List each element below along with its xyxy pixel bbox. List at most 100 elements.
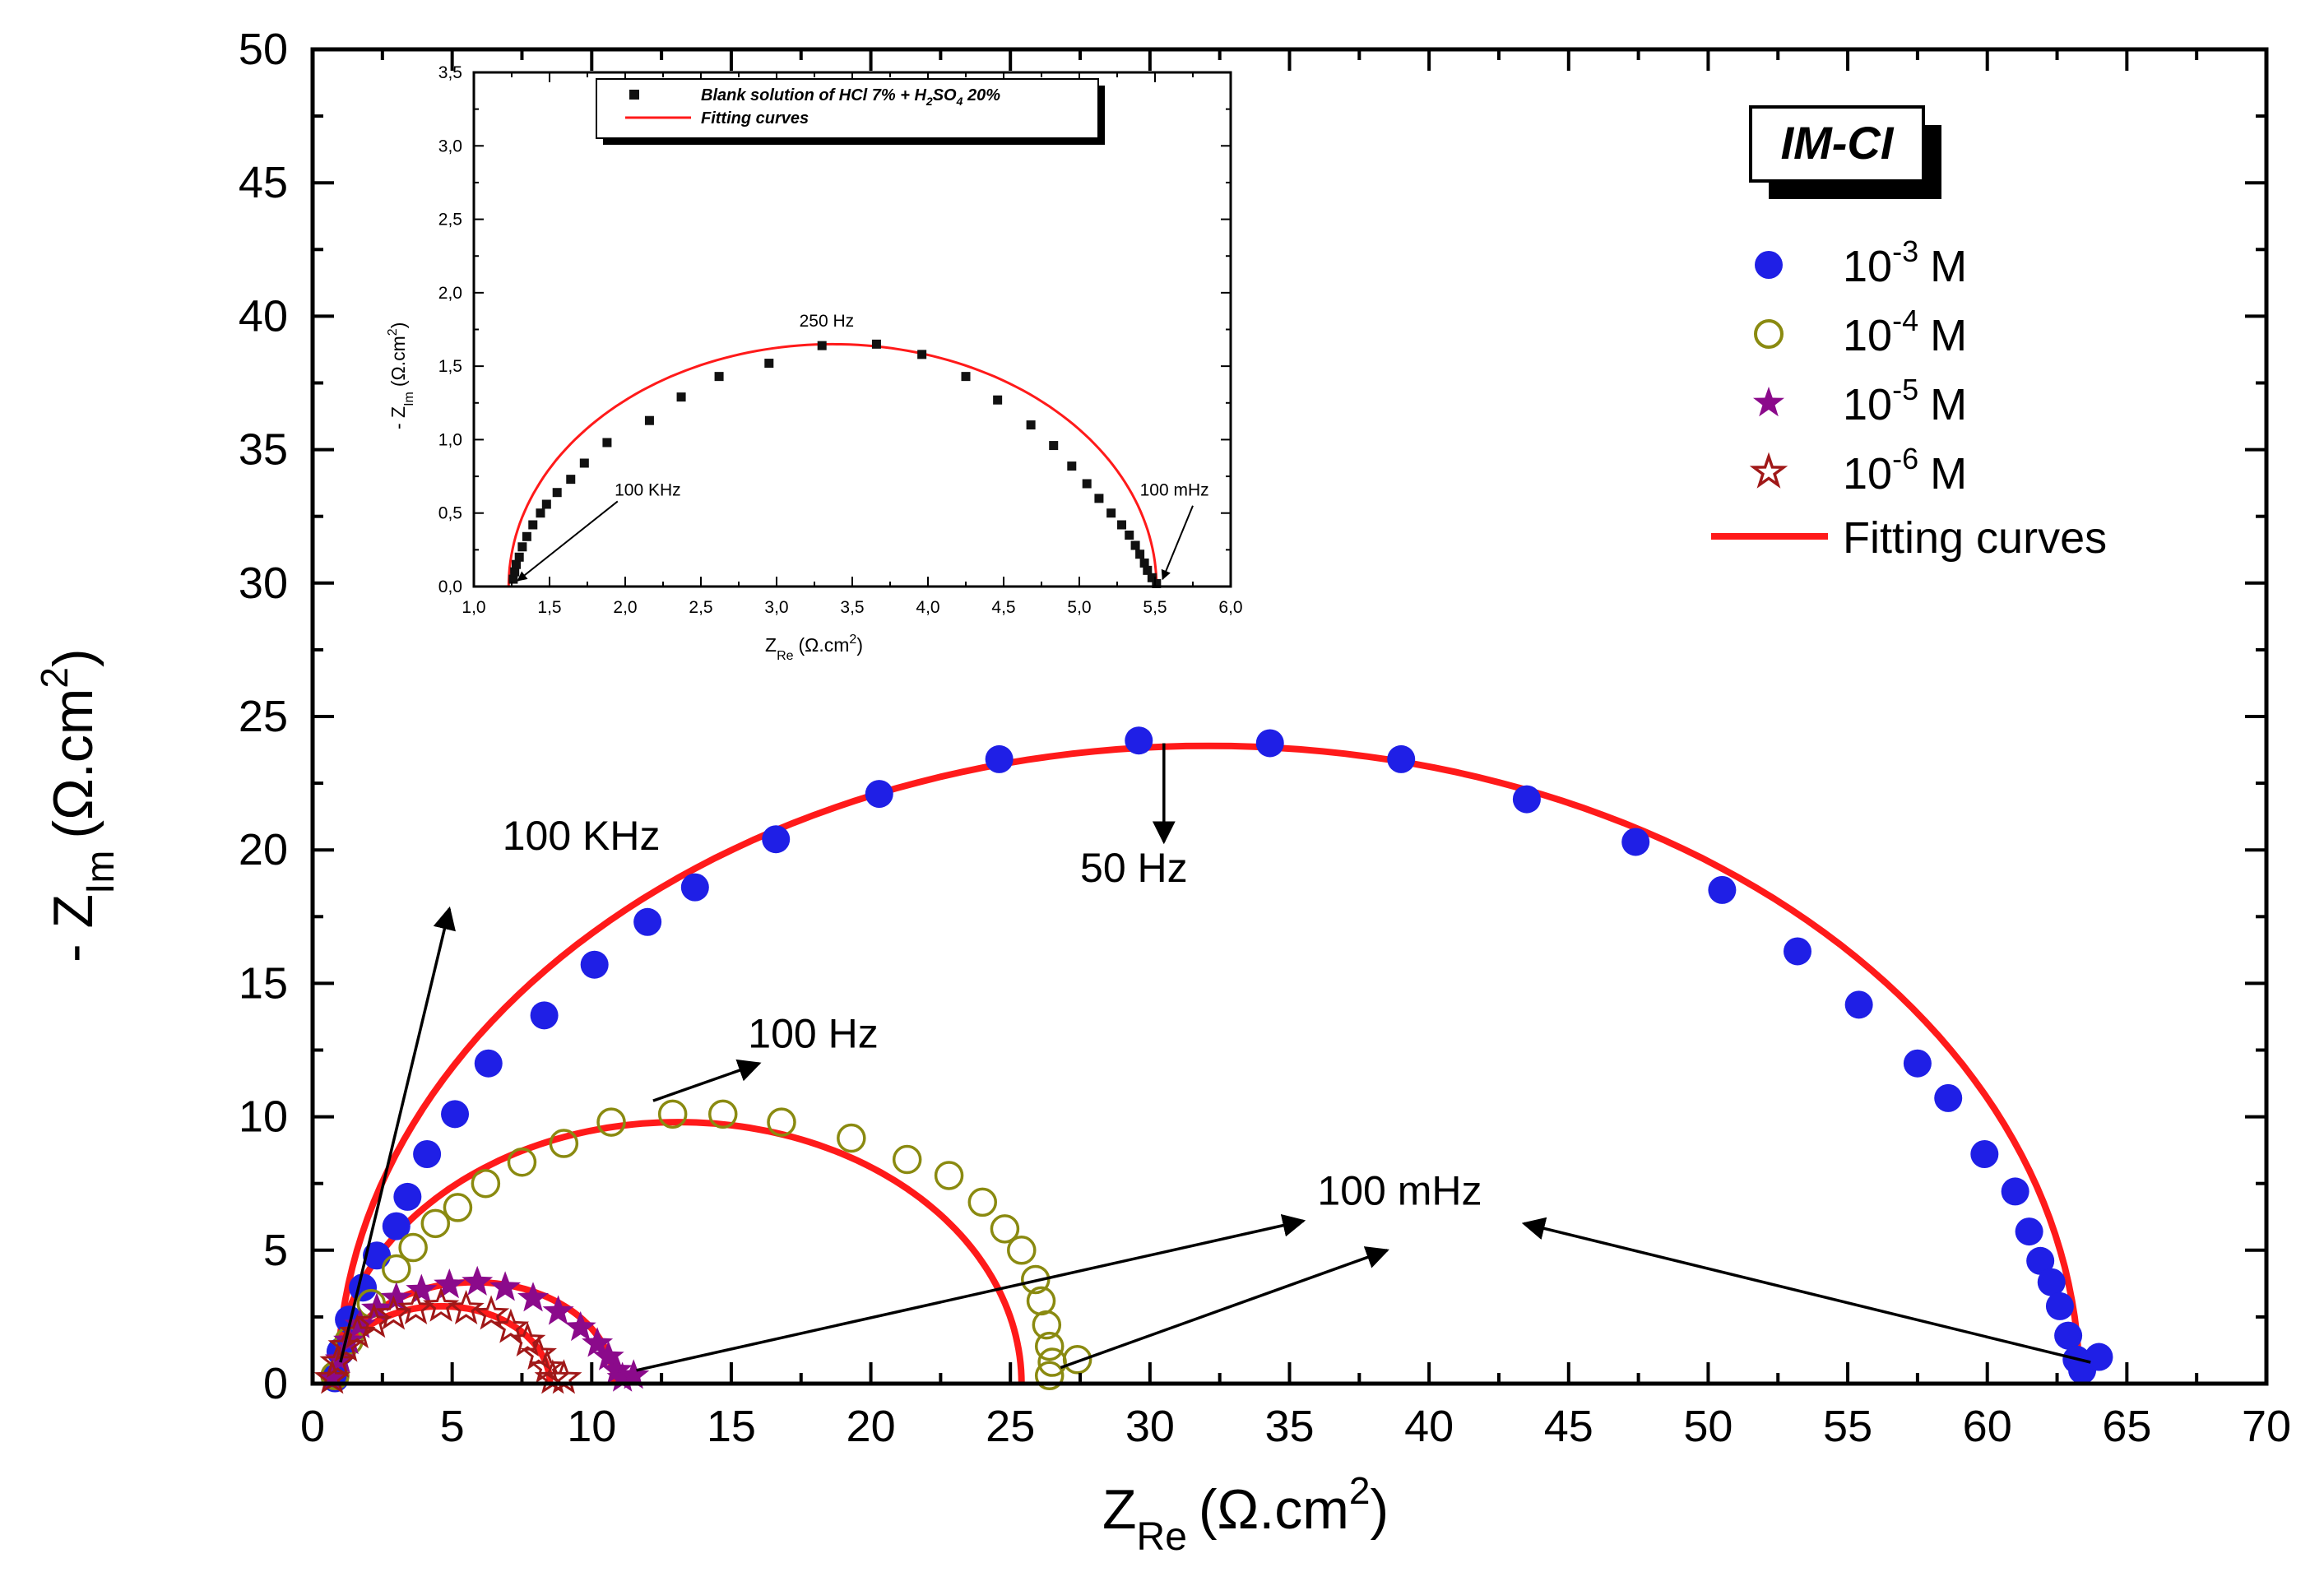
x-tick-label: 60 (1963, 1402, 2012, 1451)
data-point-s1-15 (676, 392, 686, 402)
legend-marker-1e-6 (1749, 452, 1788, 489)
x-tick-label: 3,5 (840, 598, 864, 617)
data-point-s1-12 (580, 950, 609, 979)
data-point-s3-1 (316, 1361, 348, 1392)
inset-annotations: 250 Hz 100 KHz 100 mHz (517, 312, 1209, 582)
y-tick-label: 0,0 (438, 577, 462, 596)
fit-curve-1 (334, 742, 2083, 1384)
x-tick-label: 25 (986, 1402, 1035, 1451)
y-tick-label: 0 (263, 1359, 288, 1408)
data-point-s1-33 (1139, 558, 1149, 568)
data-point-s1-28 (1106, 508, 1116, 518)
annotation-label-1: 100 KHz (503, 813, 661, 859)
data-point-s1-29 (1117, 520, 1127, 530)
y-tick-label: 30 (239, 559, 288, 608)
data-point-s1-2 (510, 567, 520, 577)
data-point-s2-19 (990, 1214, 1020, 1244)
data-point-s2-10 (549, 1129, 579, 1158)
legend-label-1e-6: 10-6 M (1843, 442, 1967, 499)
annotation-arrow-5 (1060, 1246, 1389, 1370)
data-point-s1-7 (528, 520, 538, 530)
data-point-s3-16 (601, 1353, 633, 1384)
data-point-s4-3 (327, 1327, 364, 1362)
data-point-s1-6 (522, 531, 531, 541)
data-point-s1-26 (1082, 479, 1092, 489)
data-point-s1-11 (530, 1001, 559, 1030)
data-point-s1-21 (1512, 785, 1541, 814)
data-point-s1-31 (1130, 540, 1140, 550)
data-point-s1-9 (441, 1100, 470, 1129)
y-tick-label: 1,0 (438, 430, 462, 449)
x-tick-label: 65 (2102, 1402, 2151, 1451)
annotation-label-3: 100 mHz (1140, 480, 1209, 499)
data-point-s1-13 (602, 438, 612, 448)
data-point-s1-7 (393, 1182, 422, 1211)
x-tick-label: 4,5 (991, 598, 1015, 617)
data-point-s2-5 (398, 1232, 428, 1263)
data-point-s3-17 (606, 1361, 638, 1392)
inset-legend-label-blank: Blank solution of HCl 7% + H2SO4 20% (701, 86, 1000, 108)
inset-legend-marker-blank (629, 90, 639, 100)
data-point-s2-20 (1007, 1236, 1037, 1265)
data-point-s1-25 (1067, 461, 1077, 471)
data-point-s2-21 (1021, 1264, 1051, 1295)
y-tick-label: 50 (239, 25, 288, 74)
data-point-s3-9 (462, 1265, 494, 1296)
data-point-s1-1 (508, 574, 518, 584)
y-tick-label: 1,5 (438, 357, 462, 376)
data-point-s1-30 (1125, 531, 1134, 540)
y-tick-label: 3,5 (438, 63, 462, 82)
data-point-s1-18 (817, 341, 827, 350)
main-x-axis-title: ZRe (Ω.cm2) (1102, 1469, 1389, 1559)
y-tick-label: 5 (263, 1226, 288, 1275)
y-tick-label: 15 (239, 958, 288, 1008)
inset-x-axis-title: ZRe(Ω.cm2) (765, 633, 863, 663)
inset-axis-ticks: 1,0 1,5 2,0 2,5 3,0 3,5 4,0 4,5 5,0 5,5 6,0 0,0 0,5 1… (438, 63, 1243, 617)
data-point-s1-34 (2054, 1321, 2083, 1350)
data-point-s3-10 (489, 1271, 522, 1301)
data-point-s1-13 (633, 907, 662, 936)
x-tick-label: 0 (300, 1402, 325, 1451)
inhibitor-tag-label: IM-CI (1781, 117, 1895, 169)
legend-label-fit: Fitting curves (1843, 513, 2107, 563)
annotation-label-3: 50 Hz (1080, 845, 1188, 891)
x-tick-label: 70 (2242, 1402, 2291, 1451)
data-point-s1-23 (1708, 875, 1737, 904)
data-point-s1-27 (1934, 1083, 1963, 1112)
data-point-s1-10 (474, 1049, 503, 1078)
data-point-s2-13 (708, 1099, 738, 1129)
data-point-s3-13 (564, 1310, 596, 1342)
data-point-s1-30 (2015, 1217, 2043, 1246)
x-tick-label: 45 (1544, 1402, 1593, 1451)
x-tick-label: 1,0 (462, 598, 485, 617)
data-point-s1-9 (541, 499, 551, 509)
annotation-label-2: 100 KHz (615, 480, 681, 499)
main-y-axis-title: - ZIm(Ω.cm2) (33, 648, 123, 962)
data-point-s1-34 (1143, 565, 1153, 575)
data-point-s3-6 (380, 1282, 412, 1312)
legend-marker-1e-3 (1755, 251, 1783, 279)
data-point-s1-12 (579, 458, 589, 468)
data-point-s4-5 (355, 1303, 392, 1338)
data-point-s2-23 (1032, 1310, 1062, 1340)
inset-legend: Blank solution of HCl 7% + H2SO4 20% Fit… (596, 78, 1105, 145)
data-point-s1-24 (1049, 441, 1059, 451)
y-tick-label: 20 (239, 825, 288, 874)
inset-legend-label-fit: Fitting curves (701, 109, 809, 128)
data-point-s1-26 (1903, 1049, 1932, 1078)
annotation-arrow-1 (339, 906, 456, 1363)
data-point-s3-7 (406, 1273, 438, 1304)
data-point-s1-15 (762, 825, 791, 854)
data-point-s1-28 (1970, 1140, 1999, 1169)
x-tick-label: 6,0 (1218, 598, 1242, 617)
data-point-s1-14 (680, 873, 709, 902)
inset-fit-curve (507, 342, 1158, 587)
annotation-arrow-2 (517, 500, 619, 582)
data-point-s1-31 (2026, 1246, 2055, 1275)
legend-label-1e-3: 10-3 M (1843, 234, 1967, 291)
y-tick-label: 45 (239, 158, 288, 207)
x-tick-label: 40 (1404, 1402, 1454, 1451)
data-point-s4-7 (397, 1289, 434, 1324)
data-point-s1-29 (2001, 1177, 2029, 1206)
data-point-s4-11 (492, 1308, 530, 1343)
